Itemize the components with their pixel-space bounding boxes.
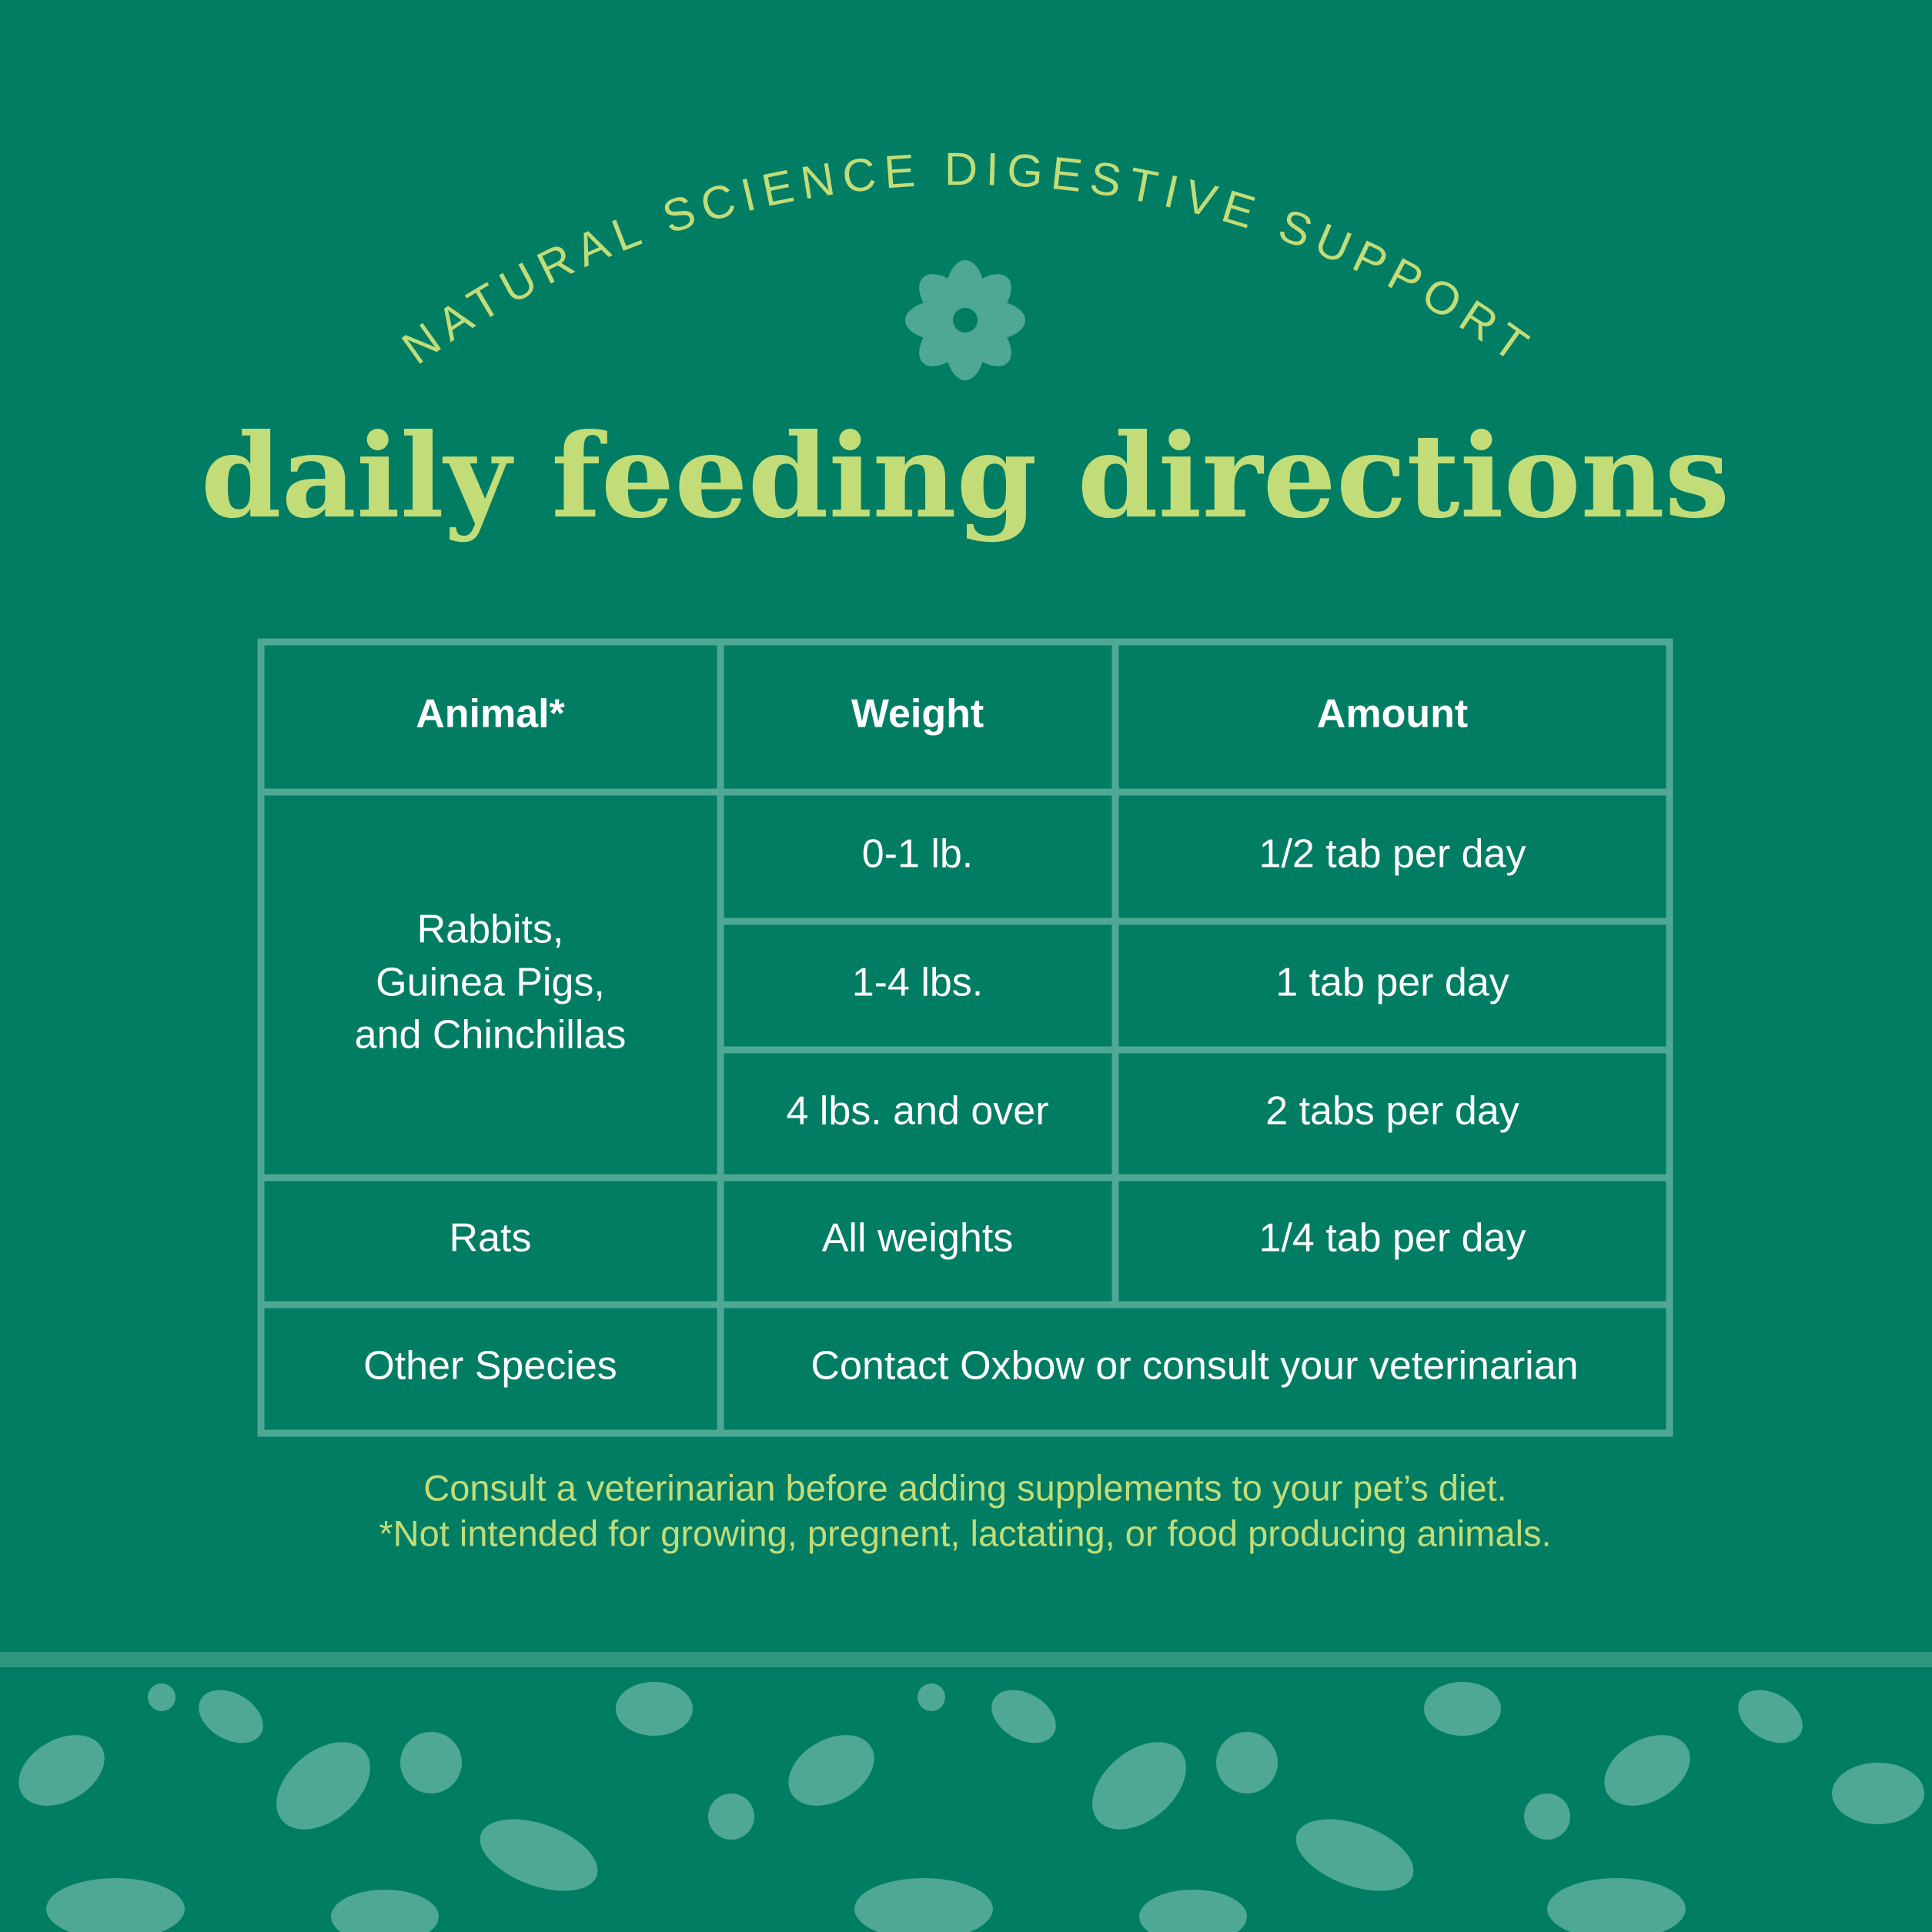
column-header: Weight xyxy=(851,692,984,737)
amount-cell: 1/4 tab per day xyxy=(1259,1216,1526,1261)
column-header: Animal* xyxy=(416,692,565,737)
footnote: Consult a veterinarian before adding sup… xyxy=(423,1467,1506,1508)
weight-cell: All weights xyxy=(822,1216,1014,1261)
note-cell: Contact Oxbow or consult your veterinari… xyxy=(811,1344,1578,1389)
amount-cell: 2 tabs per day xyxy=(1265,1089,1519,1134)
animal-cell: Rabbits, xyxy=(417,908,564,952)
animal-cell: and Chinchillas xyxy=(355,1013,627,1058)
weight-cell: 0-1 lb. xyxy=(862,832,974,877)
weight-cell: 1-4 lbs. xyxy=(852,961,984,1005)
title: daily feeding directions xyxy=(201,409,1730,544)
weight-cell: 4 lbs. and over xyxy=(786,1089,1048,1134)
animal-cell: Guinea Pigs, xyxy=(376,961,605,1005)
amount-cell: 1/2 tab per day xyxy=(1259,832,1526,877)
table-border xyxy=(257,638,1673,1437)
animal-cell: Rats xyxy=(450,1216,532,1261)
decorative-pattern xyxy=(0,1652,1932,1932)
amount-cell: 1 tab per day xyxy=(1275,961,1509,1005)
footnote: *Not intended for growing, pregnent, lac… xyxy=(379,1513,1551,1553)
flower-icon xyxy=(905,260,1025,380)
table-grid xyxy=(257,638,1673,1437)
animal-cell: Other Species xyxy=(363,1344,617,1389)
column-header: Amount xyxy=(1317,692,1468,737)
